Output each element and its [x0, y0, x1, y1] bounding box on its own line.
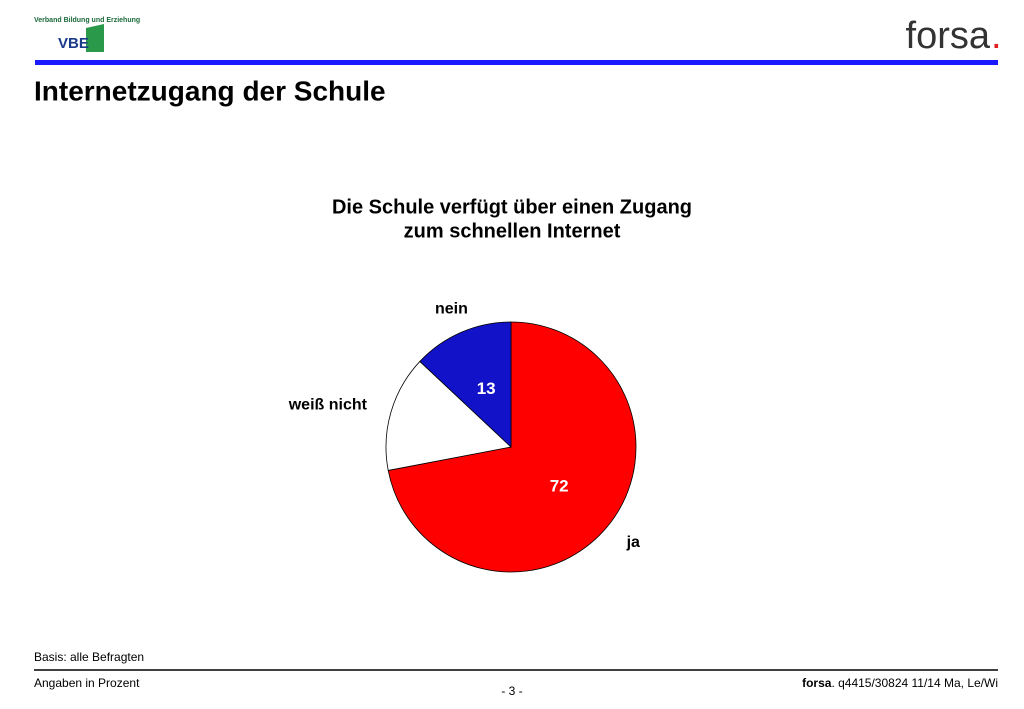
value-label: 72	[550, 476, 569, 495]
source-brand: forsa	[802, 676, 832, 690]
header-rule	[35, 60, 998, 65]
value-label: 13	[477, 379, 496, 398]
logo-shape	[86, 24, 104, 52]
source: forsa. q4415/30824 11/14 Ma, Le/Wi	[802, 676, 998, 690]
page-number: - 3 -	[501, 684, 522, 698]
category-label: ja	[626, 534, 640, 551]
vbe-logo: Verband Bildung und Erziehung VBE	[34, 17, 140, 52]
pie-slice	[385, 360, 512, 471]
category-label: nein	[435, 301, 468, 318]
chart-title-line: Die Schule verfügt über einen Zugang	[332, 196, 692, 218]
chart-title-line: zum schnellen Internet	[404, 220, 621, 242]
basis: Basis: alle Befragten	[34, 650, 144, 664]
logo-text: Verband Bildung und Erziehung	[34, 17, 140, 24]
pie-slice	[387, 321, 637, 573]
brand-dot: .	[991, 15, 1002, 57]
brand: forsa	[906, 15, 991, 57]
unit-note: Angaben in Prozent	[34, 676, 140, 690]
logo-abbr: VBE	[58, 35, 89, 52]
source-text: . q4415/30824 11/14 Ma, Le/Wi	[831, 676, 998, 690]
pie: 72 ja weiß nicht 13 nein	[288, 301, 640, 573]
page-title: Internetzugang der Schule	[34, 75, 386, 106]
category-label: weiß nicht	[288, 396, 368, 413]
pie-slice	[419, 321, 512, 448]
